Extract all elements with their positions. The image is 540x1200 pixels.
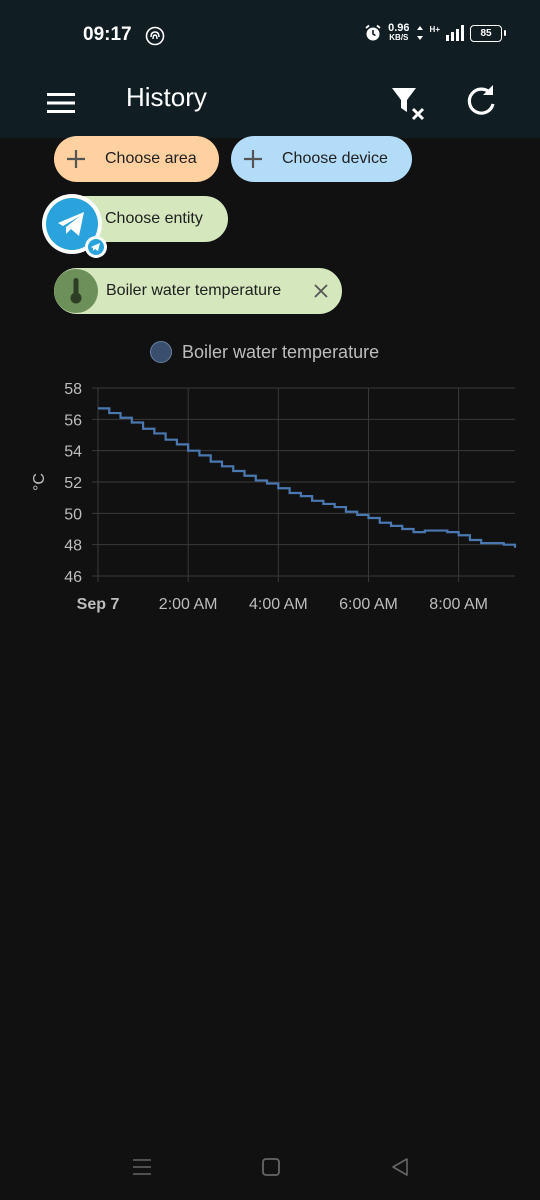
menu-icon: [47, 93, 75, 113]
series-line: [98, 407, 517, 548]
telegram-badge: [85, 236, 107, 258]
app-bar: History: [0, 70, 540, 138]
history-chart[interactable]: 46 48 50 52 54 56 58 Sep 7 2:00 AM 4:00 AM 6:00 AM…: [0, 375, 540, 625]
entity-avatar: [54, 269, 98, 313]
telegram-icon: [46, 198, 98, 250]
network-type: H+: [429, 24, 440, 34]
telegram-small-icon: [88, 239, 104, 255]
status-icons: 0.96 KB/S H+ 85: [364, 22, 506, 43]
signal-icon: [446, 25, 464, 41]
choose-entity-label: Choose entity: [105, 210, 203, 227]
choose-area-label: Choose area: [105, 150, 197, 167]
legend-label: Boiler water temperature: [182, 341, 380, 362]
y-tick-label: 58: [64, 381, 82, 398]
x-tick-label: 4:00 AM: [249, 596, 308, 613]
y-tick-label: 56: [64, 412, 82, 429]
choose-device-chip[interactable]: Choose device: [231, 136, 412, 182]
recents-icon[interactable]: [132, 1157, 152, 1177]
network-speed: 0.96 KB/S: [388, 22, 410, 43]
status-bar: 09:17 0.96 KB/S H+ 85: [0, 0, 540, 70]
status-time: 09:17: [83, 24, 132, 45]
y-tick-label: 52: [64, 475, 82, 492]
chart-legend-item[interactable]: Boiler water temperature: [150, 341, 379, 363]
choose-area-chip[interactable]: Choose area: [54, 136, 219, 182]
menu-button[interactable]: [44, 86, 78, 120]
plus-icon: [67, 150, 85, 168]
refresh-icon: [467, 85, 495, 115]
plus-icon: [244, 150, 262, 168]
data-arrows-icon: [416, 26, 423, 40]
fingerprint-icon: [145, 26, 165, 46]
x-tick-label: 6:00 AM: [339, 596, 398, 613]
y-tick-label: 46: [64, 569, 82, 586]
selected-entity-label: Boiler water temperature: [106, 282, 282, 299]
system-nav-bar: [0, 1140, 540, 1200]
thermometer-icon: [70, 278, 82, 304]
x-tick-label: 2:00 AM: [159, 596, 218, 613]
legend-swatch: [150, 341, 172, 363]
battery-icon: 85: [470, 24, 506, 42]
page-title: History: [126, 82, 207, 112]
y-tick-label: 50: [64, 506, 82, 523]
home-icon[interactable]: [261, 1157, 281, 1177]
y-tick-label: 54: [64, 444, 82, 461]
choose-device-label: Choose device: [282, 150, 388, 167]
back-icon[interactable]: [390, 1157, 410, 1177]
clear-filter-button[interactable]: [386, 82, 428, 124]
alarm-icon: [365, 24, 381, 41]
selected-entity-chip[interactable]: Boiler water temperature: [54, 268, 342, 314]
refresh-button[interactable]: [462, 82, 500, 122]
x-tick-label: 8:00 AM: [429, 596, 488, 613]
y-axis-label: °C: [31, 473, 48, 491]
close-icon[interactable]: [312, 282, 330, 300]
y-tick-label: 48: [64, 538, 82, 555]
x-tick-label: Sep 7: [77, 596, 120, 613]
filter-remove-icon: [392, 88, 425, 121]
